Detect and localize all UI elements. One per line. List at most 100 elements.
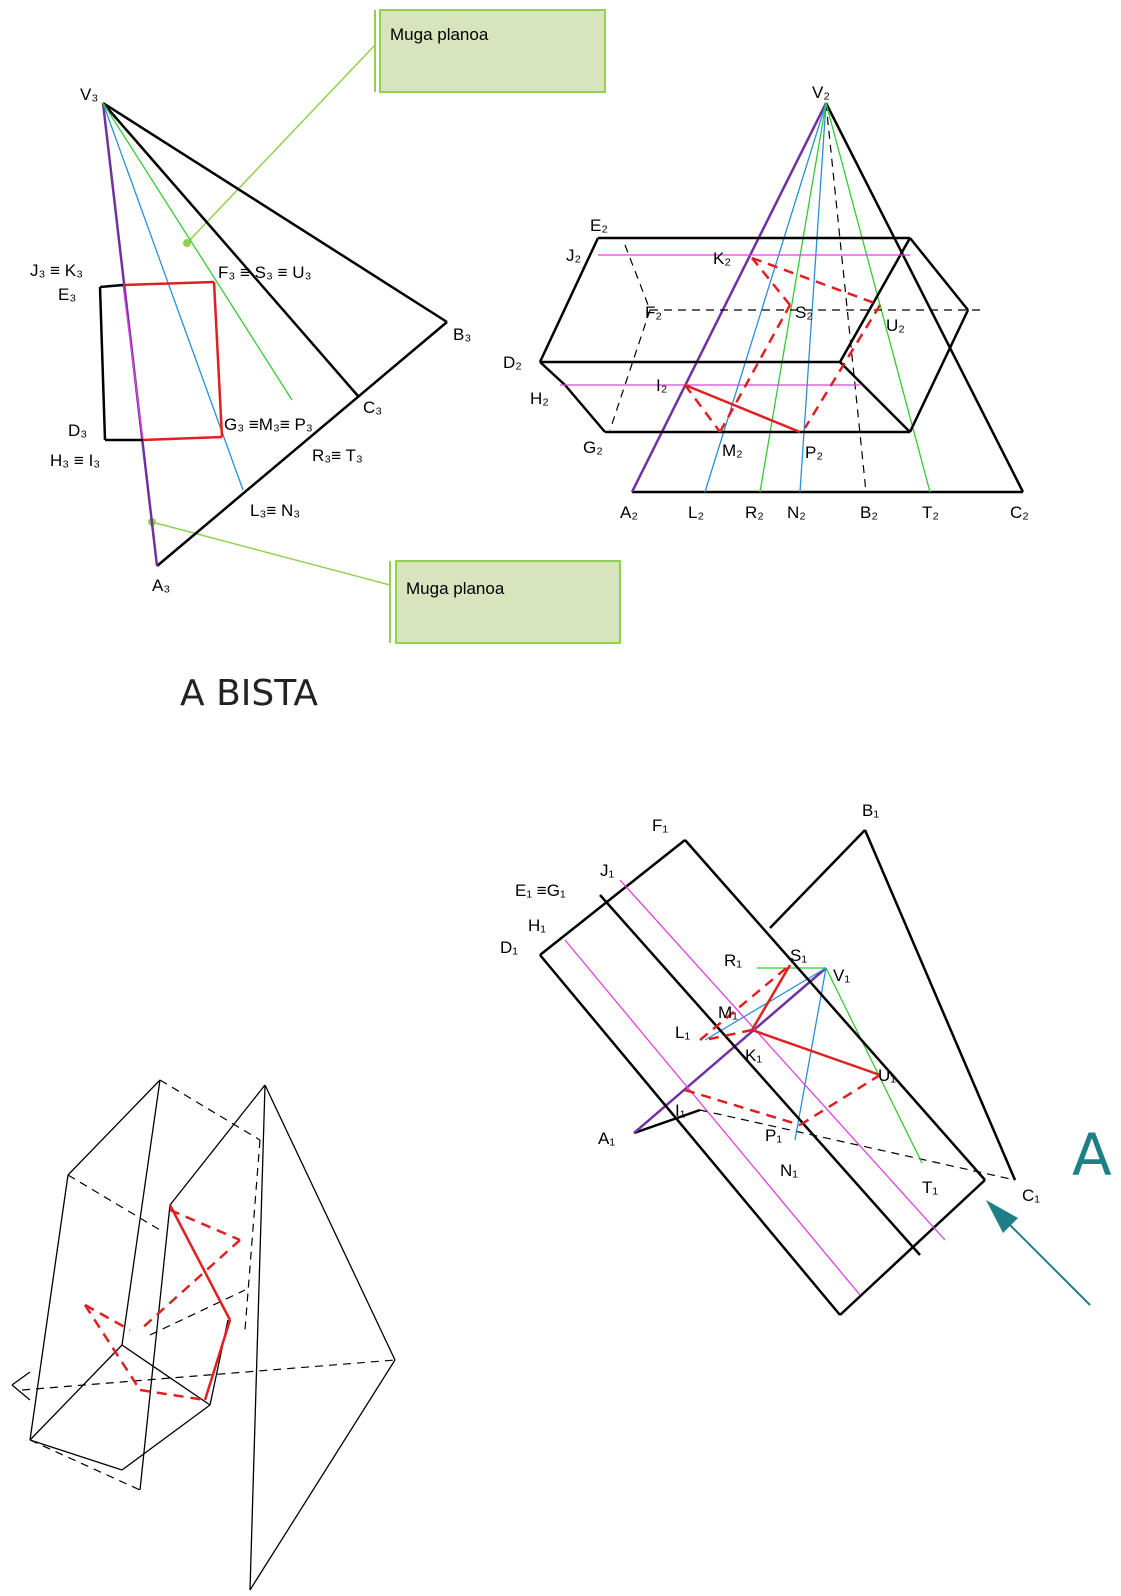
point-label: H₃ ≡ I₃ bbox=[50, 451, 100, 470]
edge bbox=[769, 829, 866, 929]
leader-dot bbox=[183, 239, 191, 247]
point-label: J₃ ≡ K₃ bbox=[30, 261, 83, 280]
point-label: J₂ bbox=[566, 246, 581, 265]
edge bbox=[121, 1079, 161, 1346]
point-label: K₂ bbox=[713, 249, 731, 268]
point-label: G₃ ≡M₃≡ P₃ bbox=[224, 415, 313, 434]
edge bbox=[142, 435, 223, 442]
edge bbox=[803, 304, 882, 429]
point-label: L₁ bbox=[675, 1023, 690, 1042]
edge bbox=[684, 383, 801, 434]
edge bbox=[122, 284, 144, 441]
edge bbox=[29, 1439, 141, 1491]
edge bbox=[863, 829, 1017, 1181]
edge bbox=[699, 964, 791, 1041]
edge bbox=[11, 1371, 31, 1386]
point-label: A₂ bbox=[620, 503, 638, 522]
edge bbox=[121, 1344, 211, 1406]
edge bbox=[794, 967, 827, 1141]
point-label: U₁ bbox=[878, 1066, 896, 1085]
point-label: N₂ bbox=[787, 503, 806, 522]
edge bbox=[156, 321, 448, 567]
edge bbox=[799, 102, 827, 493]
point-label: J₁ bbox=[600, 861, 615, 880]
point-label: R₂ bbox=[745, 503, 764, 522]
view-arrow: A bbox=[986, 1121, 1112, 1306]
point-label: H₂ bbox=[530, 389, 549, 408]
point-label: D₂ bbox=[503, 353, 522, 372]
edge bbox=[102, 102, 359, 397]
edge bbox=[98, 286, 107, 441]
edge bbox=[169, 1208, 241, 1242]
edge bbox=[538, 237, 600, 363]
point-label: K₁ bbox=[745, 1046, 762, 1065]
arrow-head bbox=[986, 1200, 1018, 1233]
edge bbox=[21, 1359, 396, 1391]
point-label: B₁ bbox=[862, 801, 879, 820]
edge bbox=[244, 1139, 261, 1331]
point-label: A₃ bbox=[152, 576, 170, 595]
callout-text: Muga planoa bbox=[390, 25, 489, 44]
edge bbox=[824, 102, 1025, 493]
point-label: E₁ ≡G₁ bbox=[515, 881, 566, 900]
edge bbox=[539, 839, 686, 956]
callout-2: Muga planoa bbox=[148, 518, 621, 644]
edge bbox=[212, 281, 224, 438]
edge bbox=[29, 1174, 69, 1441]
point-label: V₂ bbox=[812, 83, 830, 102]
caption: A BISTA bbox=[180, 673, 318, 714]
edge bbox=[825, 967, 923, 1164]
point-label: N₁ bbox=[780, 1161, 798, 1180]
point-label: C₃ bbox=[363, 398, 382, 417]
edge bbox=[908, 309, 970, 433]
point-label: H₁ bbox=[528, 916, 546, 935]
point-label: S₁ bbox=[790, 946, 807, 965]
edge bbox=[799, 1073, 881, 1127]
arrow-line bbox=[999, 1214, 1091, 1306]
edge bbox=[564, 939, 861, 1296]
edge bbox=[84, 1303, 131, 1332]
edge bbox=[102, 101, 448, 324]
edge bbox=[683, 384, 722, 433]
point-label: F₁ bbox=[652, 816, 668, 835]
edge bbox=[704, 1028, 753, 1042]
edge bbox=[630, 102, 828, 493]
edge bbox=[139, 1388, 206, 1402]
point-label: V₁ bbox=[833, 966, 850, 985]
edge bbox=[139, 1204, 171, 1491]
point-label: F₂ bbox=[645, 303, 662, 322]
point-label: R₁ bbox=[724, 951, 742, 970]
edge bbox=[684, 839, 986, 1181]
edge bbox=[751, 1028, 881, 1077]
point-label: L₃≡ N₃ bbox=[250, 501, 300, 520]
point-label: E₂ bbox=[590, 216, 608, 235]
edge bbox=[564, 384, 606, 433]
edge bbox=[169, 1084, 266, 1206]
edge bbox=[704, 967, 827, 1041]
edge bbox=[838, 237, 912, 363]
edge bbox=[122, 280, 215, 287]
edge bbox=[599, 894, 921, 1256]
edge bbox=[249, 1359, 396, 1591]
point-label: E₃ bbox=[58, 285, 76, 304]
edge bbox=[139, 1239, 241, 1331]
edge bbox=[684, 1088, 801, 1127]
edge bbox=[99, 283, 124, 289]
edge bbox=[168, 1204, 232, 1321]
arrow-label: A bbox=[1072, 1121, 1112, 1189]
point-label: C₂ bbox=[1010, 503, 1029, 522]
edge bbox=[825, 102, 867, 493]
edge bbox=[624, 244, 651, 311]
point-label: R₃≡ T₃ bbox=[312, 446, 363, 465]
edge bbox=[619, 879, 946, 1241]
point-label: C₁ bbox=[1022, 1186, 1040, 1205]
callout-text: Muga planoa bbox=[406, 579, 505, 598]
edge bbox=[839, 361, 911, 433]
edge bbox=[102, 102, 293, 401]
point-label: I₁ bbox=[675, 1101, 686, 1120]
edge bbox=[149, 1289, 246, 1336]
edge bbox=[159, 1079, 261, 1141]
edge bbox=[203, 1319, 232, 1401]
edge bbox=[718, 304, 792, 433]
